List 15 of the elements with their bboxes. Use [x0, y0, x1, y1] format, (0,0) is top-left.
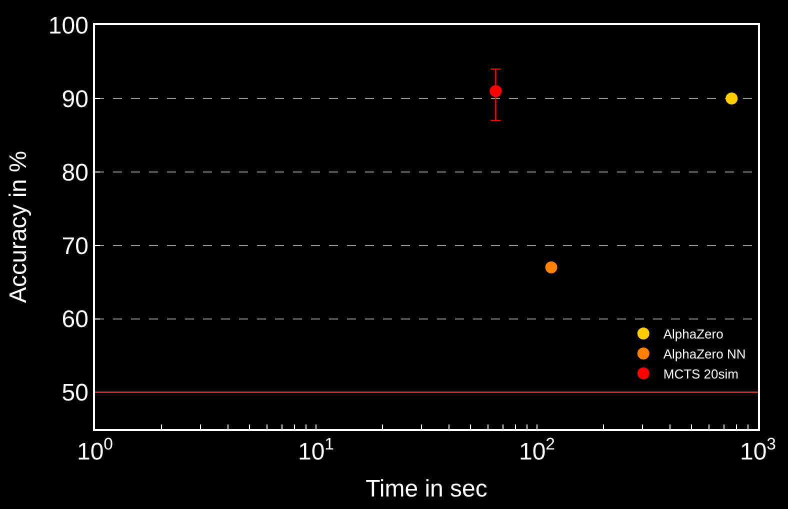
y-tick-label: 100	[48, 12, 88, 40]
legend-label: MCTS 20sim	[663, 366, 738, 382]
legend-label: AlphaZero	[663, 326, 724, 342]
x-axis-title: Time in sec	[366, 475, 488, 502]
y-tick-label: 50	[62, 380, 88, 407]
x-tick-label: 10$^{0}$	[76, 434, 114, 466]
x-tick-label: 10$^{2}$	[518, 434, 556, 466]
legend-label: AlphaZero NN	[663, 346, 746, 362]
x-tick-label: 10$^{3}$	[740, 434, 776, 466]
y-tick-label: 60	[62, 306, 88, 334]
y-tick-label: 80	[62, 159, 88, 186]
y-axis-title: Accuracy in %	[5, 150, 32, 304]
y-tick-label: 70	[62, 232, 88, 260]
y-tick-label: 90	[62, 86, 88, 113]
x-tick-label: 10$^{1}$	[298, 434, 334, 466]
